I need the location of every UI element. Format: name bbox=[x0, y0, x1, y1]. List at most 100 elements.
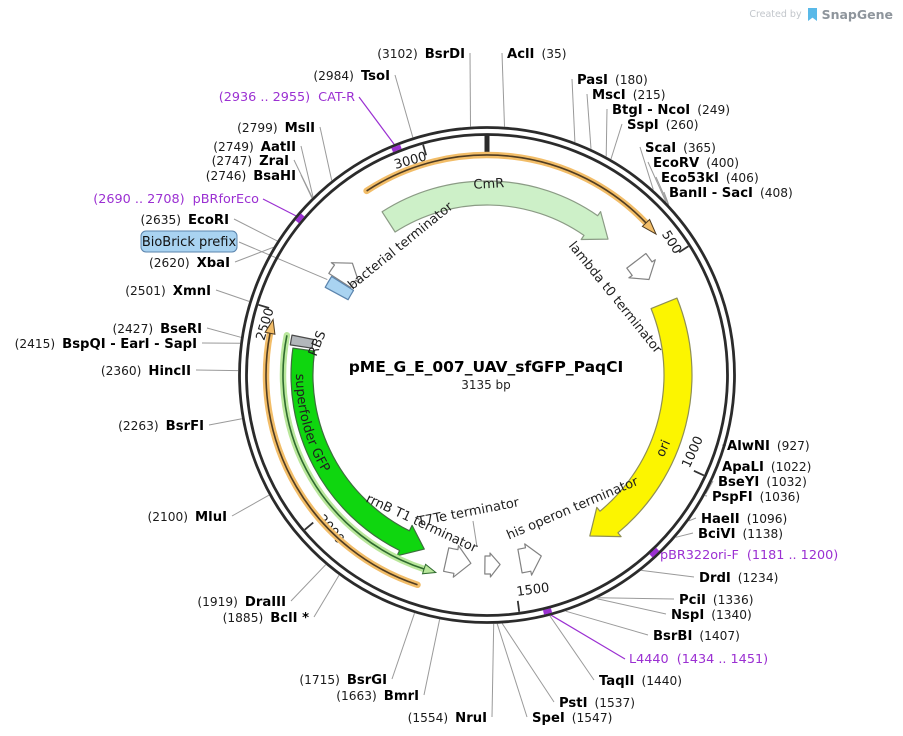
scale-tick bbox=[516, 600, 521, 612]
site-label-xmni: (2501) XmnI bbox=[125, 284, 211, 299]
feature-biobrick-prefix-box bbox=[324, 275, 355, 301]
site-label-scai: ScaI (365) bbox=[645, 141, 716, 156]
scale-tick bbox=[678, 245, 689, 253]
site-label-apali: ApaLI (1022) bbox=[722, 460, 811, 475]
primer-label-cat-r: (2936 .. 2955) CAT-R bbox=[219, 90, 355, 105]
leader-line bbox=[705, 480, 714, 495]
feature-ori-band bbox=[589, 297, 693, 538]
site-label-eco53ki: Eco53kI (406) bbox=[661, 171, 759, 186]
leader-line bbox=[647, 161, 667, 203]
scale-tick bbox=[422, 144, 427, 156]
site-label-bseri: (2427) BseRI bbox=[113, 322, 202, 337]
leader-line bbox=[231, 494, 270, 517]
leader-line bbox=[391, 613, 415, 680]
site-label-bsahi: (2746) BsaHI bbox=[206, 169, 296, 184]
site-label-haeii: HaeII (1096) bbox=[701, 512, 787, 527]
enzyme-site-labels: (3102) BsrDI (2984) TsoI (2799) MslI (2749) Aat… bbox=[15, 47, 839, 726]
credit-brand: SnapGene bbox=[821, 7, 893, 22]
feature-lambda-t0-terminator-arrow bbox=[626, 252, 656, 281]
site-label-xbai: (2620) XbaI bbox=[149, 256, 230, 271]
primer-segment-pbrforeco bbox=[295, 213, 305, 224]
site-label-alwni: AlwNI (927) bbox=[727, 439, 810, 454]
site-label-pspfi: PspFI (1036) bbox=[712, 490, 800, 505]
feature-label: T7Te terminator bbox=[415, 495, 521, 530]
feature-rrnb-t1-terminator-arrow bbox=[443, 545, 472, 578]
leader-line bbox=[605, 108, 608, 157]
site-label-psti: PstI (1537) bbox=[559, 696, 635, 711]
leader-line bbox=[394, 74, 414, 138]
site-label-nspi: NspI (1340) bbox=[671, 608, 752, 623]
plasmid-title: pME_G_E_007_UAV_sfGFP_PaqCI bbox=[348, 358, 624, 376]
leader-line bbox=[501, 52, 505, 127]
primer-segment-cat-r bbox=[391, 144, 402, 153]
feature-sfgfp-frame bbox=[282, 335, 425, 570]
feature-gfp-orf bbox=[265, 333, 418, 586]
site-label-msli: (2799) MslI bbox=[237, 121, 315, 136]
site-label-acli: AclI (35) bbox=[507, 47, 566, 62]
feature-cmr-orf-arrowhead bbox=[641, 218, 658, 236]
feature-cmr-orf bbox=[366, 154, 647, 224]
leader-line bbox=[565, 610, 649, 636]
ring-inner bbox=[245, 133, 729, 617]
leader-line bbox=[491, 623, 495, 718]
site-label-bseyi: BseYI (1032) bbox=[718, 475, 807, 490]
feature-label: RBS bbox=[306, 329, 330, 359]
site-label-zrai: (2747) ZraI bbox=[212, 154, 289, 169]
feature-label: ori bbox=[654, 438, 675, 460]
scale-tick-label: 1000 bbox=[679, 434, 706, 470]
primer-label-pbrforeco: (2690 .. 2708) pBRforEco bbox=[93, 192, 259, 207]
feature-sfgfp-frame-arrowhead bbox=[421, 563, 438, 575]
leader-line bbox=[610, 123, 623, 160]
leader-line bbox=[641, 569, 695, 578]
feature-rbs-box bbox=[289, 334, 315, 349]
leader-line bbox=[496, 623, 528, 718]
leader-line bbox=[688, 517, 697, 522]
leader-line bbox=[290, 564, 327, 602]
primer-segment-l4440 bbox=[542, 608, 553, 615]
site-label-aatii: (2749) AatII bbox=[213, 140, 296, 155]
primer-label-l4440: L4440 (1434 .. 1451) bbox=[629, 652, 768, 667]
leader-line bbox=[215, 289, 250, 302]
feature-tag-chip: BioBrick prefix bbox=[140, 230, 238, 253]
site-label-banii-saci: BanII - SacI (408) bbox=[669, 186, 793, 201]
feature-cmr-band bbox=[381, 180, 609, 241]
site-label-mlui: (2100) MluI bbox=[148, 510, 227, 525]
site-label-bsrbi: BsrBI (1407) bbox=[653, 629, 740, 644]
plasmid-length: 3135 bp bbox=[461, 378, 511, 392]
leader-line bbox=[596, 598, 667, 615]
plasmid-title-block: pME_G_E_007_UAV_sfGFP_PaqCI 3135 bp bbox=[349, 358, 624, 392]
scale-tick bbox=[258, 303, 270, 309]
site-label-bsrfi: (2263) BsrFI bbox=[118, 419, 204, 434]
biobrick-prefix-label: BioBrick prefix bbox=[142, 235, 237, 250]
scale-tick-label: 1500 bbox=[516, 581, 551, 600]
site-label-pcii: PciI (1336) bbox=[679, 593, 753, 608]
site-label-bcli-: (1885) BclI * bbox=[223, 611, 309, 626]
feature-gfp-orf-arrowhead bbox=[264, 318, 276, 335]
leader-line bbox=[469, 52, 471, 127]
leader-line bbox=[472, 520, 478, 548]
site-label-drdi: DrdI (1234) bbox=[699, 571, 778, 586]
site-label-bsrdi: (3102) BsrDI bbox=[377, 47, 465, 62]
site-label-ecorv: EcoRV (400) bbox=[653, 156, 739, 171]
leader-line bbox=[319, 126, 333, 181]
leader-line bbox=[675, 532, 694, 538]
leader-line bbox=[238, 241, 328, 281]
biobrick-prefix-chip bbox=[140, 230, 238, 253]
leader-line bbox=[639, 146, 654, 190]
primer-leader-line bbox=[358, 96, 397, 147]
leader-line bbox=[501, 623, 555, 703]
feature-label: CmR bbox=[473, 176, 505, 193]
leader-line bbox=[571, 78, 576, 143]
site-label-spei: SpeI (1547) bbox=[532, 711, 612, 726]
scale-tick bbox=[693, 469, 705, 477]
site-label-pasi: PasI (180) bbox=[577, 73, 648, 88]
leader-line bbox=[549, 615, 595, 681]
site-label-msci: MscI (215) bbox=[592, 88, 665, 103]
primer-leader-line bbox=[262, 198, 299, 218]
leader-line bbox=[233, 218, 278, 242]
site-label-tsoi: (2984) TsoI bbox=[313, 69, 390, 84]
feature-label: lambda t0 terminator bbox=[565, 239, 665, 357]
ring-outer bbox=[238, 126, 736, 624]
